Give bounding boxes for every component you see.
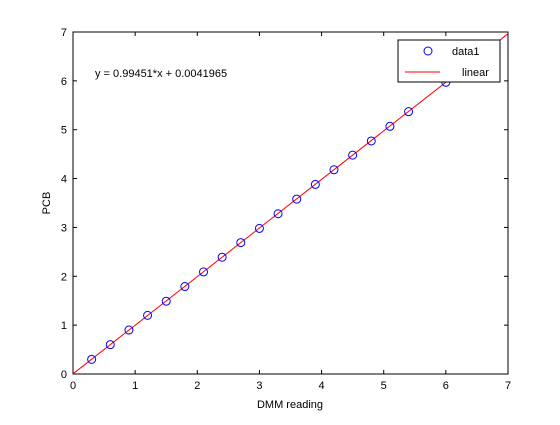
y-axis-label: PCB	[41, 192, 53, 215]
x-axis-label: DMM reading	[257, 399, 323, 411]
legend-label-data1: data1	[452, 46, 480, 58]
data-points-layer	[87, 77, 451, 364]
fit-equation-annotation: y = 0.99451*x + 0.0041965	[95, 68, 227, 80]
data-point	[254, 223, 264, 233]
data-point	[161, 296, 171, 306]
data-point	[180, 282, 190, 292]
y-tick-label: 1	[61, 320, 67, 332]
data-point	[199, 267, 208, 277]
x-tick-label: 3	[256, 380, 262, 392]
data-point	[310, 179, 320, 189]
x-tick-label: 6	[443, 380, 449, 392]
data-point	[105, 340, 115, 350]
legend: data1 linear	[397, 39, 501, 83]
data-point	[348, 150, 358, 160]
data-point	[87, 354, 97, 364]
y-tick-label: 2	[61, 271, 67, 283]
x-tick-label: 0	[70, 380, 76, 392]
x-tick-label: 7	[505, 380, 511, 392]
data-point	[273, 209, 283, 219]
data-point	[329, 165, 339, 175]
y-tick-label: 7	[61, 27, 67, 39]
x-tick-label: 2	[194, 380, 200, 392]
y-tick-label: 3	[61, 222, 67, 234]
data-point	[124, 325, 134, 335]
ticks-layer: 0 1 2 3 4 5 6 7 0 1 2 3 4 5 6 7	[61, 27, 511, 392]
data-point	[292, 194, 302, 204]
data-point	[143, 310, 153, 320]
y-tick-label: 5	[61, 125, 67, 137]
x-tick-label: 1	[132, 380, 138, 392]
data-point	[366, 136, 376, 146]
y-tick-label: 4	[61, 174, 67, 186]
y-tick-label: 6	[61, 76, 67, 88]
fit-line-layer	[72, 33, 509, 375]
data-point	[236, 238, 246, 248]
x-tick-label: 5	[381, 380, 387, 392]
data-point	[217, 252, 227, 262]
legend-box	[397, 39, 501, 83]
legend-marker-data1	[423, 46, 433, 56]
fit-line-linear	[72, 33, 509, 375]
data-point	[404, 107, 414, 117]
data-point	[385, 121, 395, 131]
legend-label-linear: linear	[462, 67, 489, 79]
y-tick-label: 0	[61, 369, 67, 381]
x-tick-label: 4	[319, 380, 325, 392]
